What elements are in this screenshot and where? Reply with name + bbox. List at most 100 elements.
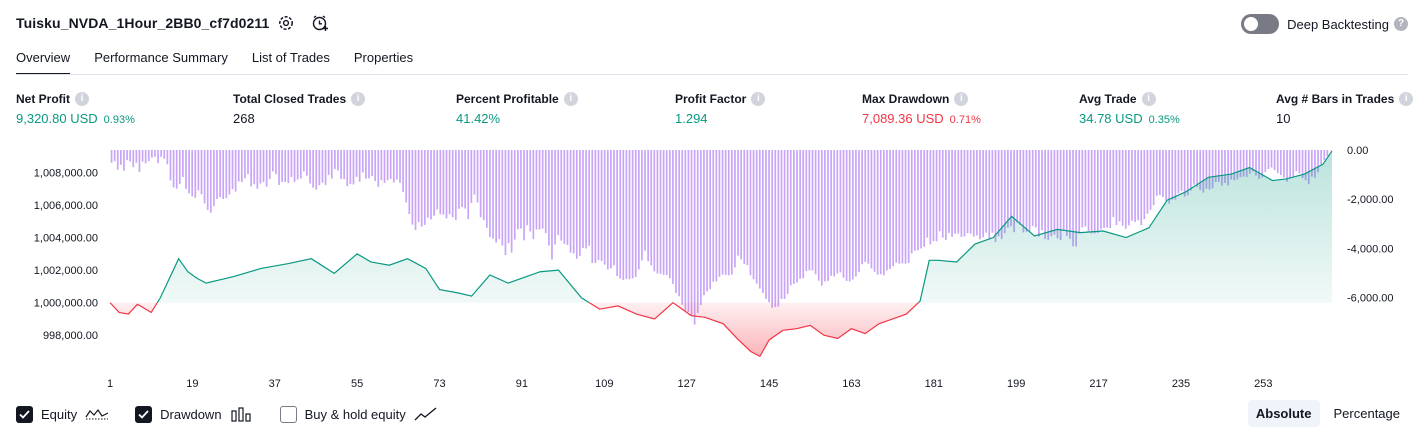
info-icon[interactable]: i bbox=[954, 92, 969, 106]
buy-hold-checkbox[interactable] bbox=[279, 405, 297, 423]
drawdown-bar bbox=[672, 150, 674, 284]
info-icon[interactable]: i bbox=[563, 92, 578, 106]
drawdown-bar bbox=[665, 150, 668, 276]
drawdown-bar bbox=[392, 150, 395, 183]
drawdown-bar bbox=[408, 150, 411, 214]
drawdown-bar bbox=[827, 150, 829, 281]
drawdown-bar bbox=[799, 150, 801, 279]
drawdown-bar bbox=[870, 150, 873, 269]
drawdown-bar bbox=[163, 150, 166, 159]
drawdown-bar bbox=[560, 150, 563, 241]
x-tick-label: 145 bbox=[760, 378, 778, 390]
drawdown-bar bbox=[1292, 150, 1295, 177]
drawdown-bar bbox=[262, 150, 265, 182]
metric-value: 268 bbox=[233, 111, 255, 126]
drawdown-bar bbox=[1115, 150, 1118, 226]
drawdown-bar bbox=[1230, 150, 1233, 180]
absolute-mode-button[interactable]: Absolute bbox=[1247, 400, 1320, 427]
drawdown-bar bbox=[380, 150, 383, 181]
legend-buy-hold-toggle[interactable]: Buy & hold equity bbox=[279, 405, 438, 423]
legend-equity-toggle[interactable]: Equity bbox=[16, 405, 109, 423]
drawdown-bar bbox=[1093, 150, 1096, 234]
drawdown-bar bbox=[1159, 150, 1161, 196]
drawdown-bar bbox=[253, 150, 256, 185]
drawdown-bar bbox=[520, 150, 522, 229]
drawdown-bar bbox=[185, 150, 187, 189]
drawdown-bar bbox=[1270, 150, 1273, 168]
drawdown-bar bbox=[913, 150, 916, 251]
drawdown-bar bbox=[240, 150, 243, 182]
legend-drawdown-toggle[interactable]: Drawdown bbox=[135, 405, 253, 423]
drawdown-bar bbox=[1069, 150, 1071, 239]
drawdown-bar bbox=[783, 150, 786, 299]
tab-list-of-trades[interactable]: List of Trades bbox=[251, 50, 330, 65]
drawdown-bar bbox=[427, 150, 429, 218]
drawdown-bar bbox=[963, 150, 966, 237]
drawdown-bar bbox=[1211, 150, 1214, 189]
metric-value: 10 bbox=[1276, 111, 1291, 126]
settings-gear-icon[interactable] bbox=[276, 13, 296, 33]
drawdown-bar bbox=[588, 150, 591, 246]
drawdown-bar bbox=[216, 150, 218, 199]
drawdown-bar bbox=[895, 150, 898, 263]
drawdown-bar bbox=[715, 150, 718, 282]
legend-label: Equity bbox=[41, 406, 78, 422]
equity-series bbox=[109, 150, 1333, 358]
drawdown-bar bbox=[786, 150, 789, 294]
tab-properties[interactable]: Properties bbox=[353, 50, 414, 65]
drawdown-bar bbox=[734, 150, 736, 268]
drawdown-bar bbox=[994, 150, 997, 243]
x-axis: 1 19 37 55 73 91 109 127 145 163 181 199 217 235 253 bbox=[107, 378, 1273, 390]
drawdown-bar bbox=[309, 150, 311, 184]
drawdown-bar bbox=[278, 150, 280, 185]
drawdown-bar bbox=[997, 150, 1000, 237]
drawdown-bar bbox=[1075, 150, 1077, 247]
info-icon[interactable]: i bbox=[751, 92, 766, 106]
drawdown-bar bbox=[641, 150, 643, 261]
drawdown-bar bbox=[275, 150, 277, 175]
drawdown-bar bbox=[377, 150, 380, 187]
metric-value: 1.294 bbox=[675, 111, 708, 126]
drawdown-bar bbox=[1131, 150, 1133, 221]
drawdown-bar bbox=[538, 150, 541, 230]
info-icon[interactable]: i bbox=[351, 92, 366, 106]
drawdown-bar bbox=[1084, 150, 1087, 227]
deep-backtesting-toggle[interactable] bbox=[1241, 14, 1280, 34]
drawdown-bar bbox=[461, 150, 463, 208]
deep-backtesting-help-icon[interactable]: ? bbox=[1394, 17, 1408, 31]
drawdown-bar bbox=[802, 150, 805, 279]
metric-avg-bars-in-trades: Avg # Bars in Trades i 10 bbox=[1276, 92, 1414, 126]
add-alert-clock-icon[interactable] bbox=[310, 13, 330, 33]
drawdown-bar bbox=[1214, 150, 1217, 182]
drawdown-bar bbox=[845, 150, 848, 281]
drawdown-bar bbox=[1168, 150, 1171, 204]
drawdown-bar bbox=[1128, 150, 1130, 226]
drawdown-bar bbox=[622, 150, 625, 280]
drawdown-bar bbox=[681, 150, 684, 305]
drawdown-bar bbox=[966, 150, 969, 234]
drawdown-bar bbox=[1140, 150, 1143, 226]
drawdown-bar bbox=[1044, 150, 1046, 240]
drawdown-bar bbox=[445, 150, 448, 219]
drawdown-bar bbox=[120, 150, 122, 165]
drawdown-checkbox[interactable] bbox=[135, 405, 153, 423]
drawdown-bar bbox=[1090, 150, 1093, 234]
info-icon[interactable]: i bbox=[75, 92, 89, 106]
drawdown-bar bbox=[575, 150, 578, 259]
drawdown-bar bbox=[625, 150, 628, 279]
info-icon[interactable]: i bbox=[1399, 92, 1414, 106]
drawdown-bar bbox=[287, 150, 290, 183]
drawdown-bar bbox=[867, 150, 870, 264]
drawdown-bar bbox=[749, 150, 752, 276]
drawdown-bar bbox=[1109, 150, 1112, 229]
drawdown-bar bbox=[1155, 150, 1158, 196]
drawdown-bar bbox=[1295, 150, 1298, 172]
percentage-mode-button[interactable]: Percentage bbox=[1333, 406, 1401, 421]
tab-overview[interactable]: Overview bbox=[16, 48, 71, 75]
equity-checkbox[interactable] bbox=[16, 405, 33, 423]
drawdown-bar bbox=[653, 150, 656, 272]
drawdown-bar bbox=[582, 150, 584, 248]
drawdown-bar bbox=[396, 150, 398, 180]
info-icon[interactable]: i bbox=[1141, 92, 1156, 106]
tab-performance-summary[interactable]: Performance Summary bbox=[94, 50, 228, 65]
